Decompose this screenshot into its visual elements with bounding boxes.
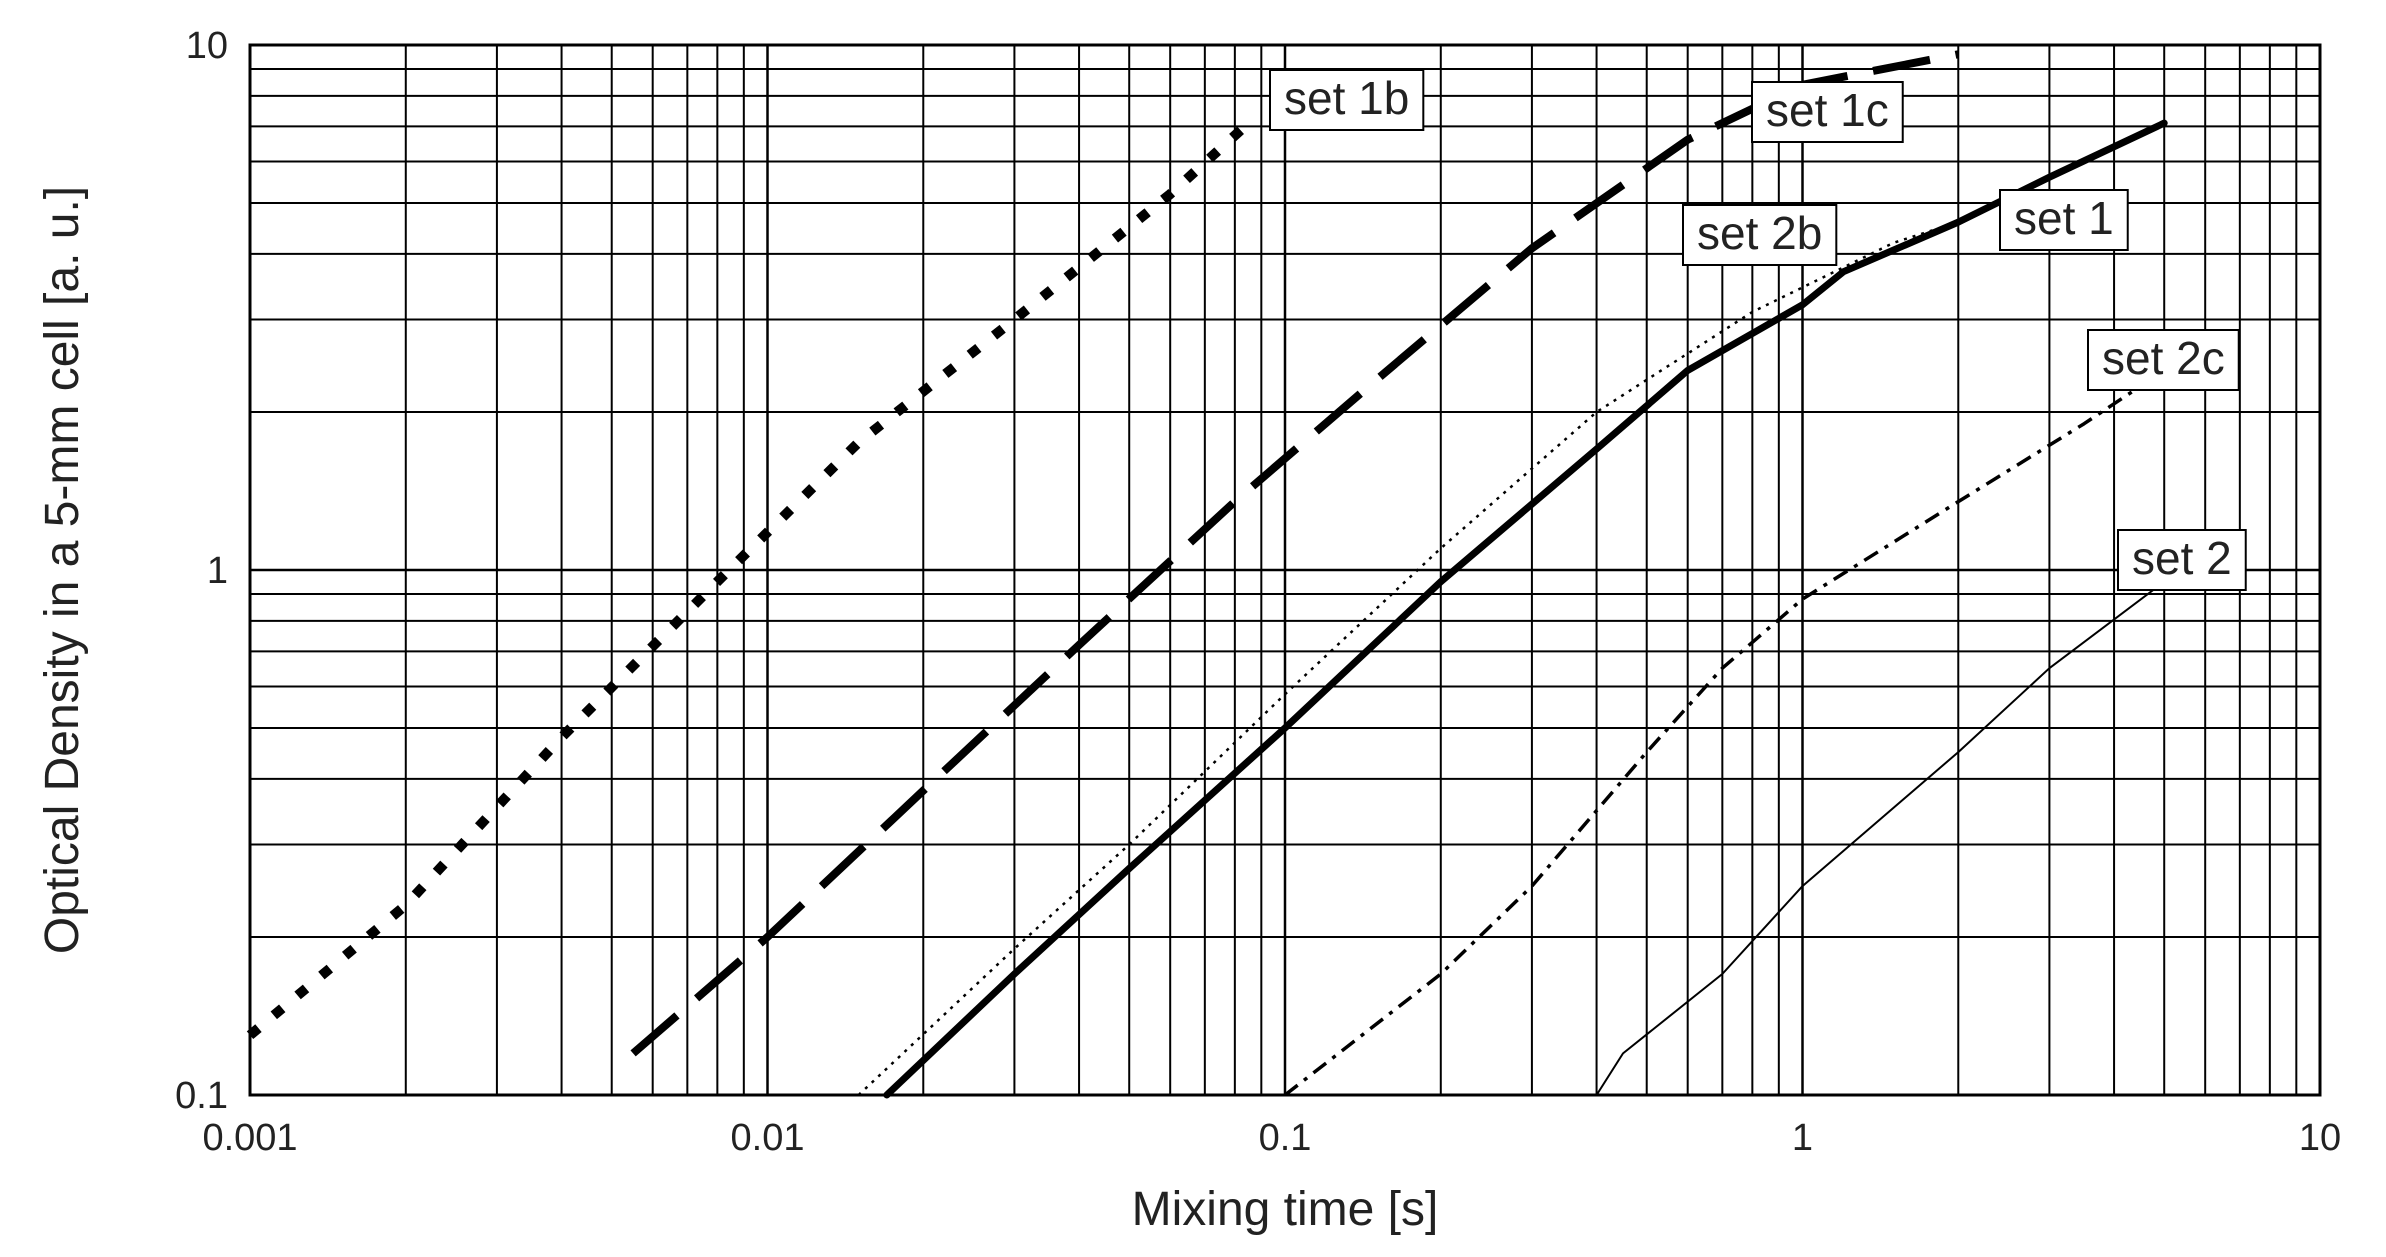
series-label-box bbox=[2117, 529, 2247, 591]
x-tick-label: 0.01 bbox=[731, 1117, 805, 1159]
x-tick-label: 10 bbox=[2299, 1117, 2341, 1159]
series-labels: set 1b set 1c set 1 set 2b set 2c set 2 bbox=[1269, 69, 2247, 591]
series-label-box bbox=[1682, 204, 1838, 266]
y-axis-label: Optical Density in a 5-mm cell [a. u.] bbox=[36, 186, 89, 954]
series-label-box bbox=[1269, 69, 1425, 131]
series-label-box bbox=[1751, 81, 1904, 143]
x-tick-label: 0.001 bbox=[202, 1117, 297, 1159]
series-label-text: set 2c bbox=[2102, 332, 2225, 384]
grid bbox=[248, 45, 2320, 1097]
series-line-set-2c bbox=[1283, 368, 2166, 1097]
series-label: set 2 bbox=[2117, 529, 2247, 591]
tick-labels: 0.001 0.01 0.1 1 10 0.1 1 10 bbox=[175, 25, 2341, 1159]
series-label-text: set 2 bbox=[2132, 532, 2232, 584]
series-label: set 1 bbox=[1999, 189, 2129, 251]
series-line-set-1c bbox=[630, 50, 1960, 1057]
y-tick-label: 1 bbox=[207, 550, 228, 592]
series-label-text: set 1 bbox=[2014, 192, 2114, 244]
x-tick-label: 1 bbox=[1792, 1117, 1813, 1159]
x-axis-label: Mixing time [s] bbox=[1132, 1183, 1439, 1236]
series-label-text: set 1c bbox=[1766, 84, 1889, 136]
series-label: set 1b bbox=[1269, 69, 1425, 131]
y-tick-label: 0.1 bbox=[175, 1075, 228, 1117]
series-label: set 2b bbox=[1682, 204, 1838, 266]
x-tick-label: 0.1 bbox=[1259, 1117, 1312, 1159]
series-line-set-2 bbox=[1595, 580, 2166, 1096]
series-label: set 1c bbox=[1751, 81, 1904, 143]
series-label: set 2c bbox=[2087, 329, 2240, 391]
series-label-text: set 1b bbox=[1284, 72, 1409, 124]
series-label-box bbox=[1999, 189, 2129, 251]
series-label-box bbox=[2087, 329, 2240, 391]
series-layer bbox=[246, 50, 2168, 1099]
series-label-text: set 2b bbox=[1697, 207, 1822, 259]
y-tick-label: 10 bbox=[186, 25, 228, 67]
series-line-set-1 bbox=[883, 119, 2168, 1099]
series-line-set-1b bbox=[246, 119, 1252, 1040]
